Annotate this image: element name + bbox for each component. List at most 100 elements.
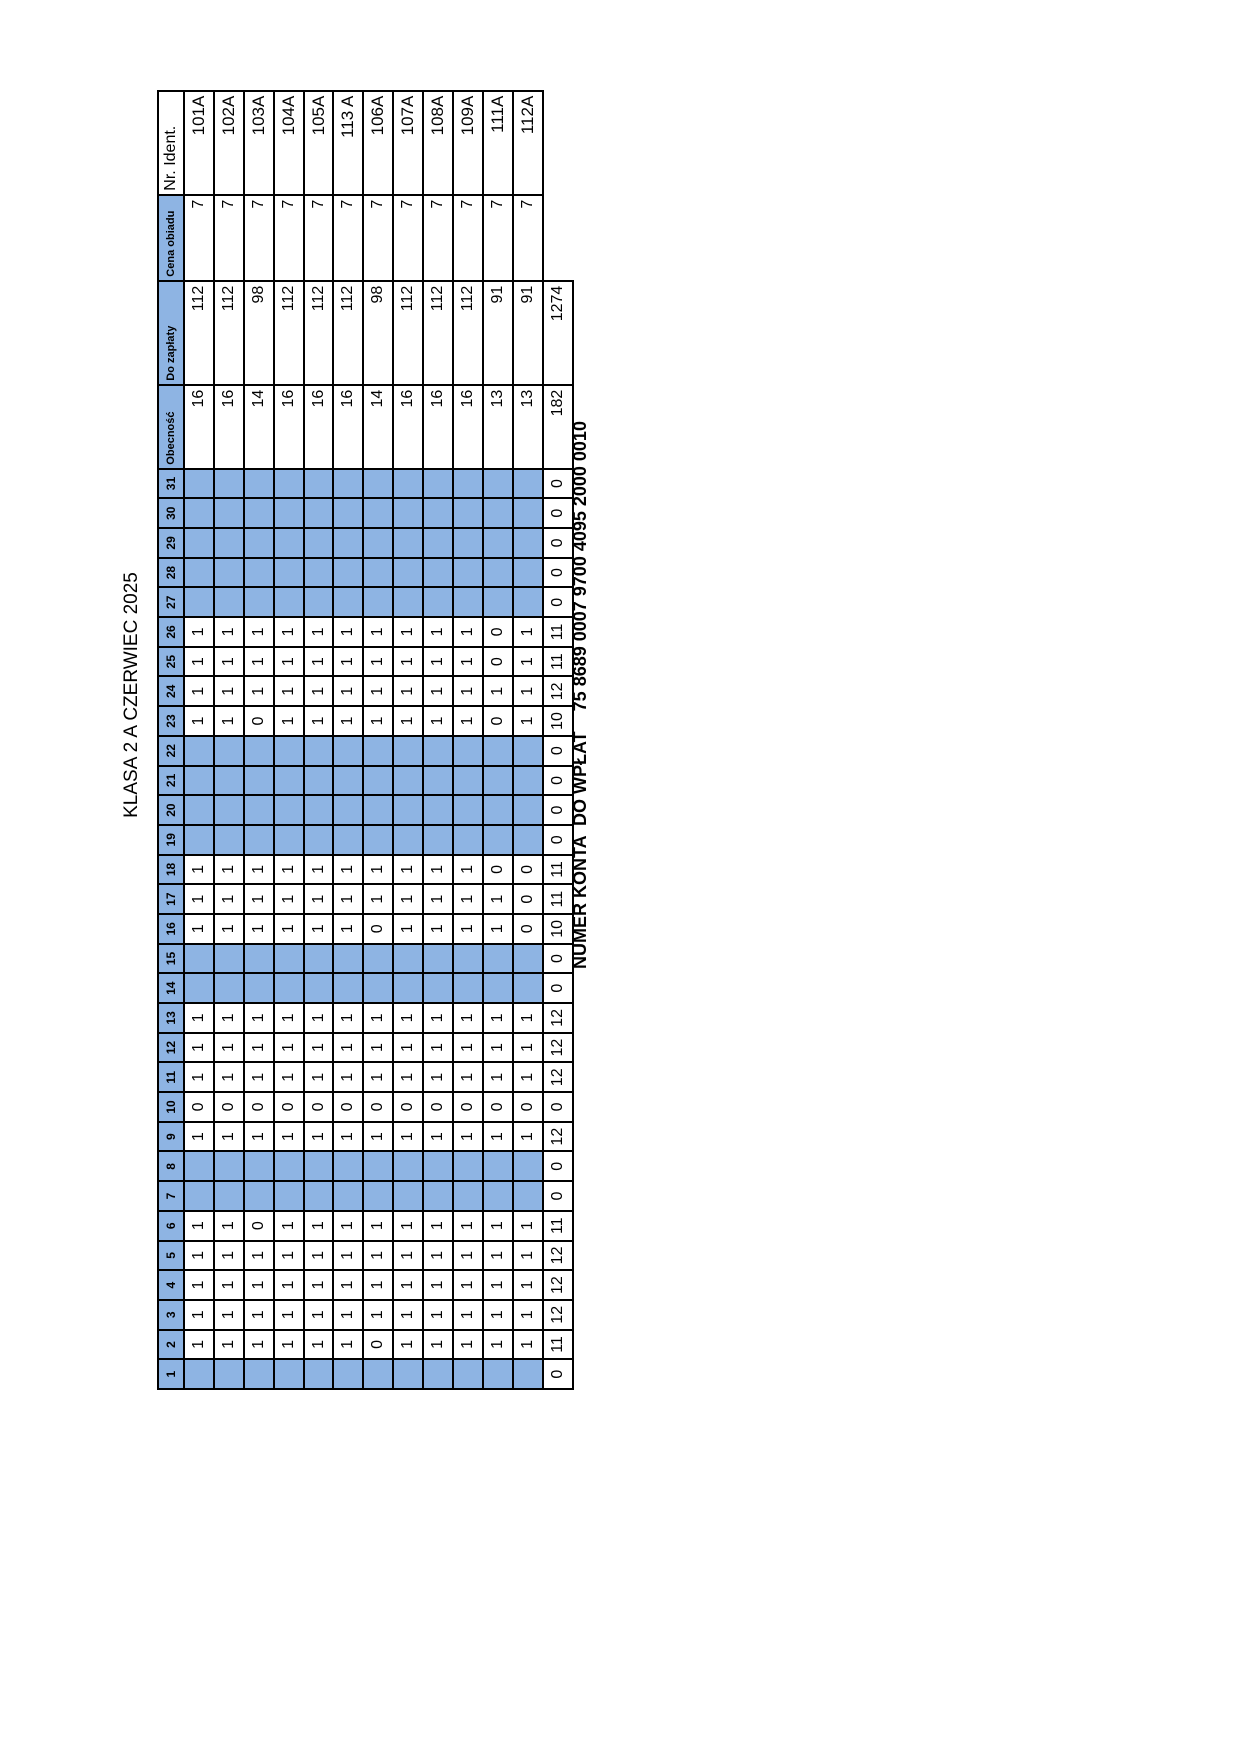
attendance-cell: 1 [512,1299,543,1330]
attendance-cell [184,824,214,855]
day-total: 11 [542,1329,573,1360]
attendance-cell: 0 [512,884,543,914]
attendance-cell: 1 [184,1032,214,1063]
attendance-cell: 1 [423,1299,454,1330]
day-header: 19 [158,824,184,855]
attendance-cell: 1 [333,706,364,736]
attendance-cell: 1 [453,646,483,677]
day-header: 21 [158,765,184,796]
nr-ident-value: 111A [482,90,513,195]
attendance-cell [363,587,394,618]
attendance-cell: 1 [243,1299,274,1330]
attendance-cell: 1 [363,884,394,914]
attendance-cell [393,1181,424,1211]
attendance-cell [333,735,364,766]
attendance-cell: 1 [273,1032,304,1063]
do-zaplaty-value: 112 [393,280,424,385]
attendance-cell [453,795,483,825]
attendance-cell: 1 [423,884,454,914]
attendance-cell [363,795,394,825]
do-zaplaty-value: 91 [482,280,513,385]
day-header: 22 [158,735,184,766]
attendance-cell: 1 [333,1270,364,1300]
attendance-cell: 1 [512,646,543,677]
day-total: 12 [542,1121,573,1152]
attendance-cell: 1 [184,676,214,707]
attendance-cell: 1 [423,646,454,677]
attendance-cell: 1 [273,1121,304,1152]
attendance-cell: 1 [303,1299,334,1330]
empty-cell [543,195,573,281]
attendance-cell: 1 [273,617,304,647]
attendance-cell [243,795,274,825]
attendance-cell [453,735,483,766]
attendance-cell: 0 [512,914,543,944]
attendance-cell [273,468,304,499]
header-row: 1 2 3 4 5 6 7 8 9 10 11 12 13 14 15 16 17 18 19 20 21 22 23 24 2… [158,90,184,1389]
attendance-cell [184,468,214,499]
attendance-cell: 1 [423,914,454,944]
attendance-cell: 1 [453,914,483,944]
attendance-cell: 1 [333,1003,364,1033]
day-header: 16 [158,914,184,944]
attendance-cell [333,943,364,974]
attendance-cell [423,973,454,1004]
attendance-cell: 1 [243,1329,274,1360]
attendance-cell: 1 [243,854,274,885]
day-total: 0 [542,1092,573,1122]
day-total: 10 [542,914,573,944]
day-total: 0 [542,587,573,618]
account-number: 75 8689 0007 9700 4095 2000 0010 [570,421,590,712]
student-row: 1 1 1 1 1 1 0 1 1 1 1 1 1 1 1 1 1 16 112 7 107A [393,90,424,1389]
attendance-cell: 1 [213,1121,244,1152]
attendance-cell: 0 [273,1092,304,1122]
attendance-cell: 1 [303,1121,334,1152]
attendance-cell [393,943,424,974]
attendance-cell: 0 [482,617,513,647]
attendance-cell [512,795,543,825]
attendance-cell [482,587,513,618]
attendance-cell [213,587,244,618]
day-total: 0 [542,795,573,825]
attendance-cell: 1 [363,706,394,736]
attendance-cell: 1 [273,1299,304,1330]
attendance-cell [213,1181,244,1211]
cena-obiadu-value: 7 [213,194,244,281]
attendance-cell: 1 [393,617,424,647]
day-total: 12 [542,1062,573,1093]
do-zaplaty-value: 98 [363,280,394,385]
attendance-cell [363,557,394,588]
day-header: 20 [158,795,184,825]
attendance-cell [512,735,543,766]
attendance-cell: 1 [393,854,424,885]
attendance-cell: 1 [243,1121,274,1152]
attendance-cell [423,735,454,766]
attendance-cell [303,1151,334,1182]
attendance-cell: 1 [363,1240,394,1271]
attendance-cell: 1 [482,1062,513,1093]
attendance-cell: 1 [393,676,424,707]
attendance-cell: 0 [453,1092,483,1122]
obecnosc-value: 16 [303,384,334,469]
attendance-cell: 1 [184,1062,214,1093]
attendance-cell: 1 [512,1032,543,1063]
attendance-cell [453,973,483,1004]
attendance-cell: 1 [243,1003,274,1033]
attendance-cell: 1 [213,646,244,677]
attendance-cell [393,735,424,766]
attendance-cell: 0 [213,1092,244,1122]
day-total: 0 [542,528,573,558]
attendance-cell: 1 [273,884,304,914]
day-header: 5 [158,1240,184,1271]
attendance-cell [184,1151,214,1182]
attendance-cell [213,528,244,558]
student-row: 1 1 1 1 1 1 0 1 1 1 1 1 0 0 1 0 0 13 91 7 111A [482,90,513,1389]
day-total: 12 [542,1270,573,1300]
day-total: 0 [542,1181,573,1211]
attendance-cell: 1 [393,884,424,914]
attendance-cell: 1 [482,1032,513,1063]
attendance-cell [482,557,513,588]
day-total: 12 [542,1299,573,1330]
obecnosc-value: 14 [243,384,274,469]
attendance-cell: 0 [512,1092,543,1122]
